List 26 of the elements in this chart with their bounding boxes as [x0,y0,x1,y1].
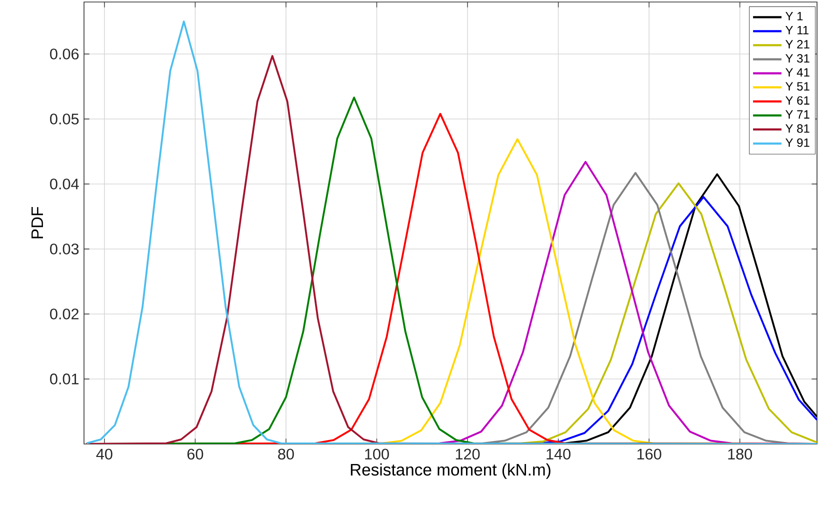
x-tick-label: 180 [728,448,752,460]
y-axis-title: PDF [32,207,43,238]
x-tick-label: 80 [278,448,294,460]
legend-label: Y 61 [786,96,810,105]
x-tick-label: 160 [637,448,662,460]
y-tick-label: 0.03 [50,244,79,254]
legend-label: Y 71 [786,110,810,119]
legend-label: Y 1 [786,12,803,20]
x-tick-label: 100 [365,448,389,460]
y-tick-label: 0.06 [50,48,79,60]
legend-label: Y 81 [786,124,810,133]
legend-label: Y 51 [786,82,810,91]
legend-label: Y 11 [786,26,808,34]
x-tick-label: 140 [546,448,570,460]
y-tick-label: 0.05 [50,114,79,124]
legend-label: Y 41 [786,68,810,76]
x-tick-label: 60 [187,448,204,460]
x-tick-label: 40 [96,448,112,460]
y-tick-label: 0.01 [50,374,79,384]
legend-label: Y 21 [786,40,810,48]
y-tick-label: 0.04 [50,178,79,190]
legend-label: Y 91 [786,138,810,147]
y-tick-label: 0.02 [50,308,79,320]
legend-label: Y 31 [786,54,810,63]
x-tick-label: 120 [456,448,480,460]
x-axis-title: Resistance moment (kN.m) [350,463,550,479]
